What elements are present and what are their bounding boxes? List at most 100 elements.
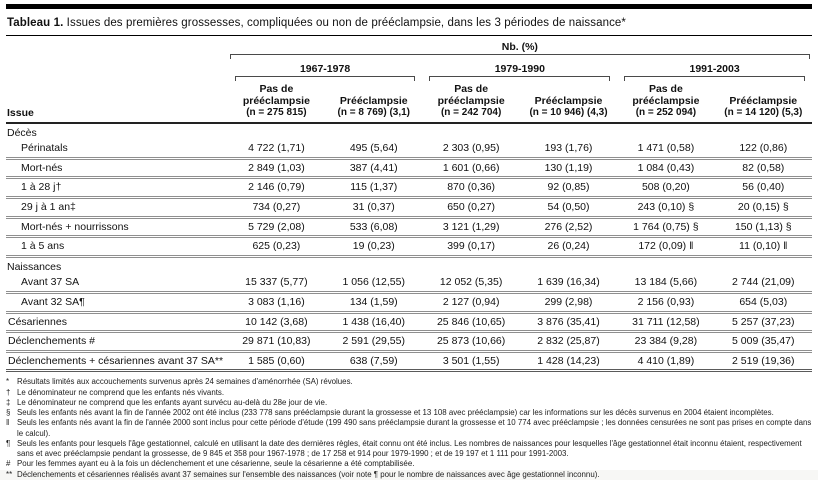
cell: 92 (0,85) (519, 177, 618, 199)
column-n: (n = 10 946) (4,3) (529, 107, 608, 119)
column-header: Prééclampsie (n = 14 120) (5,3) (714, 81, 812, 124)
cell: 2 146 (0,79) (227, 177, 326, 199)
cell: 19 (0,23) (325, 236, 423, 258)
cell: 2 127 (0,94) (422, 292, 520, 314)
cell: 2 519 (19,36) (714, 351, 812, 373)
cell: 625 (0,23) (227, 236, 326, 258)
header-row-periods: 1967-1978 1979-1990 1991-2003 (6, 59, 812, 81)
column-name: Prééclampsie (339, 95, 408, 108)
cell: 1 471 (0,58) (617, 140, 715, 160)
column-n: (n = 242 704) (440, 107, 502, 119)
row-label: Avant 32 SA¶ (6, 292, 228, 314)
cell: 4 410 (1,89) (617, 351, 715, 373)
cell: 2 849 (1,03) (227, 158, 326, 180)
footnote: ‖ Seuls les enfants nés avant la fin de l… (6, 418, 812, 439)
section-row-naissances: Naissances (6, 256, 812, 274)
footnote-marker: ‖ (6, 418, 10, 428)
cell: 495 (5,64) (325, 140, 423, 160)
table-row: Mort-nés 2 849 (1,03) 387 (4,41) 1 601 (… (6, 158, 812, 180)
column-header: Pas de prééclampsie (n = 252 094) (617, 81, 715, 124)
cell: 1 056 (12,55) (325, 274, 423, 294)
period-label: 1967-1978 (299, 63, 351, 75)
header-spacer (6, 59, 228, 81)
cell: 115 (1,37) (325, 177, 423, 199)
cell: 54 (0,50) (519, 197, 618, 219)
table-row: Césariennes 10 142 (3,68) 1 438 (16,40) … (6, 312, 812, 334)
cell: 3 876 (35,41) (519, 312, 618, 334)
column-header: Prééclampsie (n = 8 769) (3,1) (325, 81, 423, 124)
footnote-text: Le dénominateur ne comprend que les enfa… (17, 397, 328, 407)
cell: 130 (1,19) (519, 158, 618, 180)
footnotes: * Résultats limités aux accouchements sur… (6, 377, 812, 480)
row-label: Déclenchements # (6, 331, 228, 353)
footnote: † Le dénominateur ne comprend que les enf… (6, 388, 812, 398)
section-label: Décès (7, 126, 37, 139)
period-bracket (429, 76, 611, 81)
cell: 533 (6,08) (325, 217, 423, 239)
cell: 2 832 (25,87) (519, 331, 618, 353)
footnote: § Seuls les enfants nés avant la fin de l… (6, 408, 812, 418)
row-label: 1 à 28 j† (6, 177, 228, 199)
column-n: (n = 252 094) (635, 107, 697, 119)
footnote-marker: * (6, 377, 10, 387)
cell: 243 (0,10) § (617, 197, 715, 219)
table-title-text: Issues des premières grossesses, compliq… (63, 17, 626, 29)
row-label: 29 j à 1 an‡ (6, 197, 228, 219)
cell: 25 873 (10,66) (422, 331, 520, 353)
footnote-text: Pour les femmes ayant eu à la fois un dé… (17, 459, 415, 469)
footnote-text: Le dénominateur ne comprend que les enfa… (17, 387, 225, 397)
cell: 2 591 (29,55) (325, 331, 423, 353)
period-group-1: 1967-1978 (228, 59, 423, 81)
results-table: Nb. (%) 1967-1978 1979-1990 1991-2003 (6, 38, 812, 373)
cell: 134 (1,59) (325, 292, 423, 314)
cell: 1 438 (16,40) (325, 312, 423, 334)
column-name: Pas de prééclampsie (632, 83, 700, 108)
footnote-text: Déclenchements et césariennes réalisés a… (17, 469, 600, 479)
footnote-text: Seuls les enfants pour lesquels l'âge ge… (17, 438, 802, 459)
section-label: Naissances (7, 260, 62, 273)
top-rule (6, 4, 812, 9)
period-bracket (624, 76, 805, 81)
period-group-2: 1979-1990 (422, 59, 617, 81)
cell: 3 083 (1,16) (227, 292, 326, 314)
nb-label: Nb. (%) (501, 41, 538, 53)
cell: 150 (1,13) § (714, 217, 812, 239)
cell: 10 142 (3,68) (227, 312, 326, 334)
period-label: 1991-2003 (689, 63, 740, 75)
row-label: Mort-nés (6, 158, 228, 180)
footnote-text: Seuls les enfants nés avant la fin de l'… (17, 418, 812, 438)
period-label: 1979-1990 (494, 63, 545, 75)
table-row: Déclenchements # 29 871 (10,83) 2 591 (2… (6, 331, 812, 353)
footnote-text: Résultats limités aux accouchements surv… (17, 377, 353, 387)
cell: 299 (2,98) (519, 292, 618, 314)
cell: 1 764 (0,75) § (617, 217, 715, 239)
cell: 508 (0,20) (617, 177, 715, 199)
cell: 650 (0,27) (422, 197, 520, 219)
cell: 82 (0,58) (714, 158, 812, 180)
row-label: 1 à 5 ans (6, 236, 228, 258)
footnote-marker: # (6, 459, 11, 469)
row-label: Déclenchements + césariennes avant 37 SA… (6, 351, 228, 373)
issue-header: Issue (6, 81, 228, 124)
cell: 26 (0,24) (519, 236, 618, 258)
cell: 4 722 (1,71) (227, 140, 326, 160)
cell: 5 729 (2,08) (227, 217, 326, 239)
cell: 1 639 (16,34) (519, 274, 618, 294)
cell: 23 384 (9,28) (617, 331, 715, 353)
column-name: Pas de prééclampsie (437, 83, 505, 108)
period-group-3: 1991-2003 (617, 59, 812, 81)
footnote: # Pour les femmes ayant eu à la fois un d… (6, 459, 812, 469)
column-name: Prééclampsie (729, 95, 798, 108)
table-title-number: Tableau 1. (7, 17, 64, 29)
cell: 1 601 (0,66) (422, 158, 520, 180)
cell: 193 (1,76) (519, 140, 618, 160)
column-n: (n = 8 769) (3,1) (337, 107, 411, 119)
cell: 399 (0,17) (422, 236, 520, 258)
cell: 12 052 (5,35) (422, 274, 520, 294)
footnote: ¶ Seuls les enfants pour lesquels l'âge g… (6, 439, 812, 460)
column-header: Prééclampsie (n = 10 946) (4,3) (519, 81, 618, 124)
header-spacer (6, 38, 228, 59)
footnote-marker: ** (6, 469, 13, 479)
row-label: Périnatals (6, 140, 228, 160)
section-row-deces: Décès (6, 123, 812, 141)
